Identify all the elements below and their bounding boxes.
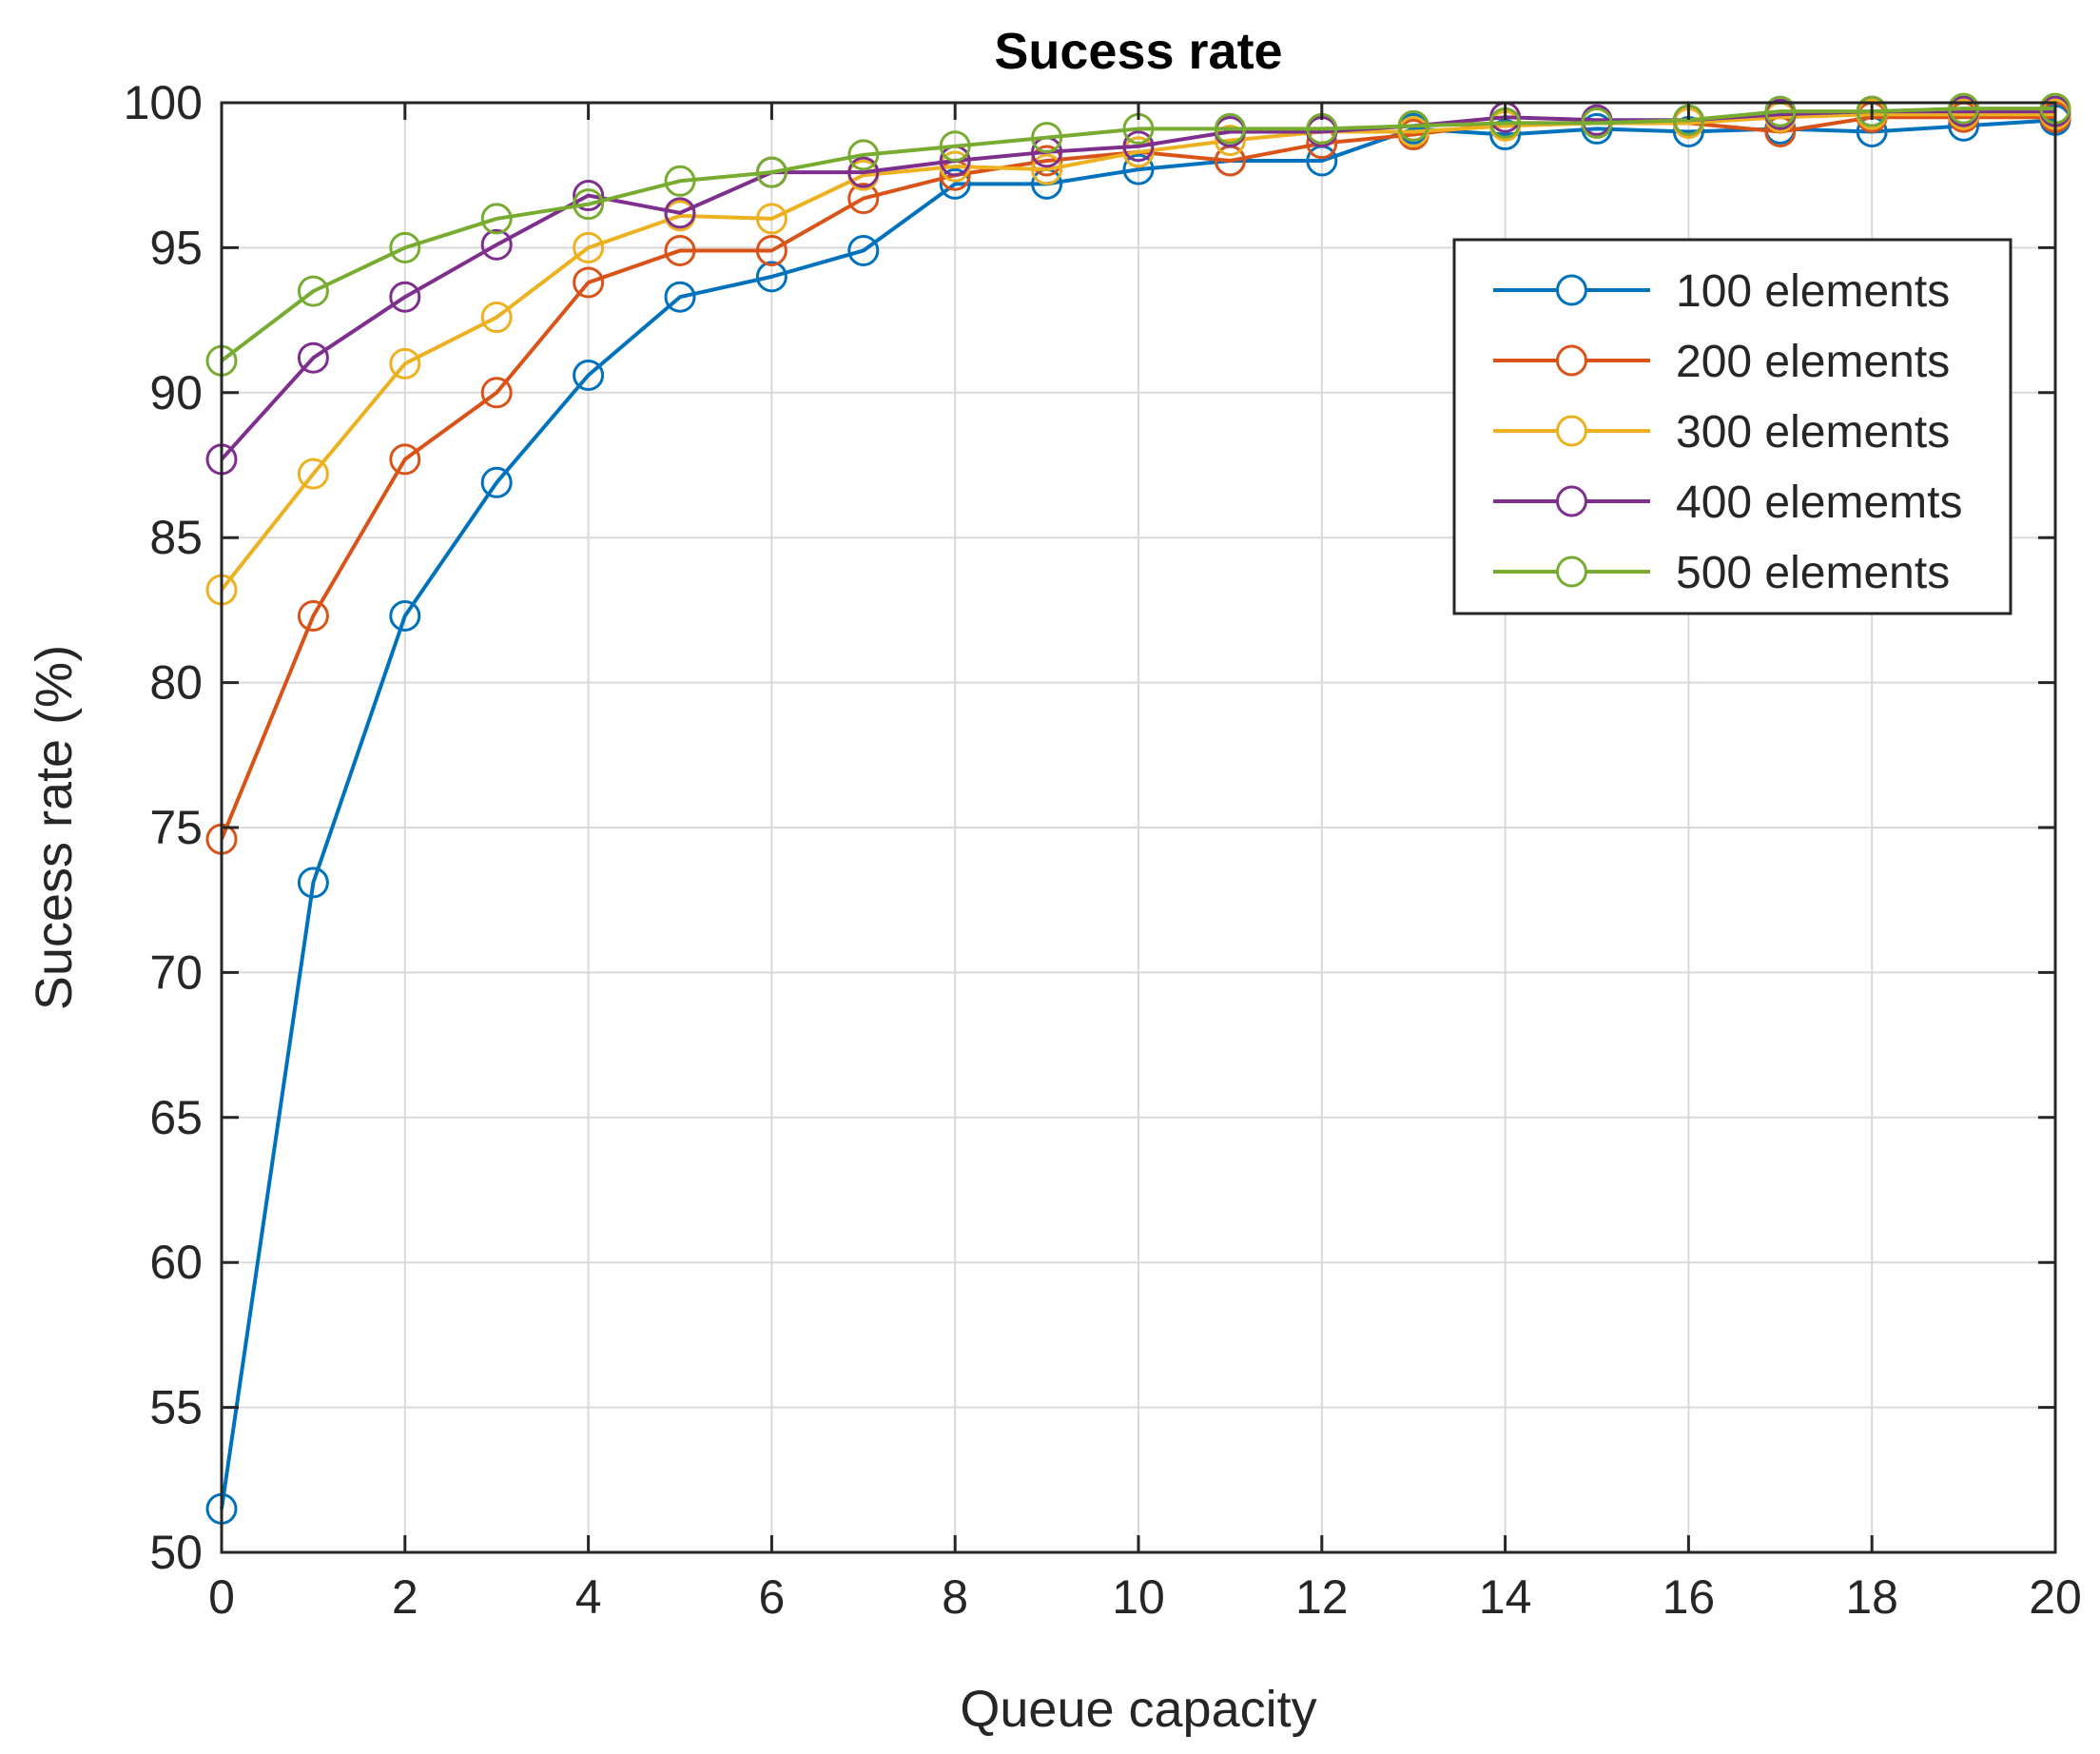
data-point [847, 139, 880, 171]
data-point [664, 197, 696, 229]
legend-box [1452, 238, 2012, 615]
legend-entry: 200 elements [1493, 337, 1950, 387]
x-tick-label: 20 [2029, 1570, 2082, 1624]
y-tick-label: 95 [149, 221, 203, 274]
data-point [297, 867, 329, 899]
x-tick-label: 16 [1662, 1570, 1716, 1624]
data-point [1489, 119, 1522, 151]
y-tick-label: 90 [149, 366, 203, 419]
x-tick-label: 14 [1479, 1570, 1532, 1624]
x-tick-label: 10 [1112, 1570, 1165, 1624]
data-point [480, 228, 513, 261]
legend-label: 200 elements [1676, 337, 1950, 387]
data-point [1856, 95, 1888, 127]
data-series [205, 92, 2071, 1525]
y-tick-label: 70 [149, 945, 203, 999]
legend-marker [1556, 485, 1587, 517]
x-tick-label: 18 [1845, 1570, 1898, 1624]
data-point [847, 156, 880, 188]
data-point [664, 165, 696, 197]
chart-title: Sucess rate [994, 23, 1282, 80]
legend-label: 100 elements [1676, 266, 1950, 317]
data-point [389, 599, 421, 632]
data-point [389, 443, 421, 476]
data-point [297, 341, 329, 374]
axis-ticks: 0 2 4 6 8 10 12 14 16 18 20 50 55 60 65 70 75 80 85 90 95 100 [124, 76, 2082, 1624]
data-point [1031, 145, 1063, 177]
data-point [297, 275, 329, 307]
x-tick-label: 0 [208, 1570, 235, 1624]
x-tick-label: 6 [758, 1570, 785, 1624]
y-tick-label: 85 [149, 511, 203, 564]
data-point [847, 234, 880, 266]
data-point [480, 302, 513, 334]
series-line [220, 107, 2055, 362]
data-point [755, 261, 788, 293]
data-point [664, 234, 696, 266]
data-point [1122, 130, 1155, 163]
legend-marker [1556, 344, 1587, 377]
data-point [1122, 153, 1155, 185]
data-point [1214, 112, 1246, 145]
legend-marker [1556, 274, 1587, 306]
data-point [297, 458, 329, 490]
series-line [220, 112, 2055, 592]
legend-label: 500 elements [1676, 548, 1950, 598]
data-point [389, 231, 421, 263]
y-axis-label: Sucess rate (%) [26, 645, 83, 1010]
data-point [480, 466, 513, 498]
data-point [1214, 125, 1246, 157]
legend-marker [1556, 555, 1587, 588]
y-tick-label: 75 [149, 801, 203, 854]
x-axis-label: Queue capacity [960, 1681, 1316, 1738]
data-point [573, 231, 605, 263]
data-point [573, 360, 605, 392]
data-point [573, 180, 605, 212]
legend-label: 300 elements [1676, 407, 1950, 458]
data-point [1764, 95, 1797, 127]
legend-marker [1556, 415, 1587, 447]
legend-entry: 300 elements [1493, 407, 1950, 458]
data-point [755, 156, 788, 188]
data-point [847, 183, 880, 215]
y-tick-label: 100 [124, 76, 203, 129]
data-point [755, 203, 788, 235]
x-tick-label: 8 [942, 1570, 968, 1624]
data-point [664, 281, 696, 313]
x-tick-label: 12 [1295, 1570, 1349, 1624]
y-tick-label: 50 [149, 1526, 203, 1579]
data-point [1948, 92, 1980, 125]
x-tick-label: 4 [575, 1570, 602, 1624]
data-point [573, 188, 605, 221]
legend-label: 400 elememts [1676, 477, 1962, 528]
legend-entry: 100 elements [1493, 266, 1950, 317]
data-point [297, 599, 329, 632]
y-tick-label: 55 [149, 1381, 203, 1434]
data-point [480, 203, 513, 235]
data-point [389, 347, 421, 380]
data-point [1397, 109, 1429, 142]
data-point [1031, 122, 1063, 154]
y-tick-label: 80 [149, 656, 203, 710]
data-point [755, 234, 788, 266]
data-point [1031, 153, 1063, 185]
data-point [939, 130, 971, 163]
legend-entry: 400 elememts [1493, 477, 1962, 528]
x-tick-label: 2 [392, 1570, 418, 1624]
data-point [1581, 107, 1613, 139]
legend-entry: 500 elements [1493, 548, 1950, 598]
data-point [480, 377, 513, 409]
y-tick-label: 60 [149, 1236, 203, 1289]
data-point [573, 266, 605, 299]
legend: 100 elements 200 elements 300 elements 400 … [1452, 238, 2012, 615]
y-tick-label: 65 [149, 1091, 203, 1144]
data-point [939, 167, 971, 200]
data-point [389, 281, 421, 313]
series-line [220, 109, 2055, 461]
